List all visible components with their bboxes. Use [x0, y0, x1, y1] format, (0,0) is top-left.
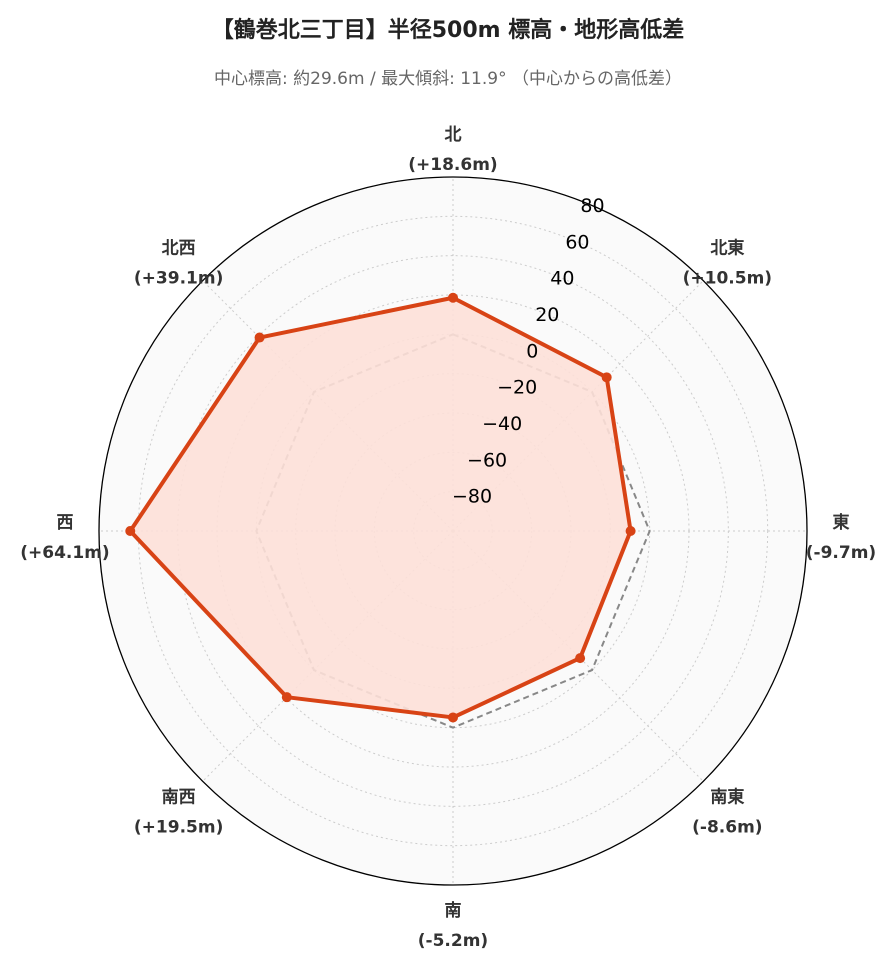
direction-label: 南西 — [162, 786, 196, 807]
radial-tick-label: 20 — [535, 304, 559, 326]
data-point — [448, 712, 458, 723]
radial-tick-label: −20 — [497, 377, 537, 399]
radial-tick-label: 60 — [565, 231, 589, 253]
direction-delta-label: (+18.6m) — [408, 155, 497, 175]
chart-title: 【鶴巻北三丁目】半径500m 標高・地形高低差 — [211, 18, 685, 43]
radial-tick-label: −40 — [482, 413, 522, 435]
direction-label: 北 — [445, 125, 462, 145]
direction-delta-label: (+64.1m) — [20, 543, 109, 563]
direction-delta-label: (-9.7m) — [806, 543, 876, 563]
direction-label: 東 — [833, 512, 850, 533]
radial-tick-label: 0 — [526, 340, 538, 362]
radial-tick-label: −60 — [467, 449, 507, 471]
data-point — [281, 692, 292, 703]
outer-frame — [98, 176, 808, 886]
data-point — [254, 332, 265, 343]
direction-delta-label: (+19.5m) — [134, 817, 223, 837]
radial-tick-label: −80 — [452, 486, 492, 508]
direction-label: 西 — [57, 513, 74, 533]
series-fill — [130, 297, 631, 718]
data-point — [125, 526, 136, 536]
radial-tick-label: 80 — [580, 195, 604, 217]
direction-delta-label: (-8.6m) — [692, 817, 762, 837]
direction-label: 南 — [445, 900, 462, 921]
direction-label: 北西 — [162, 239, 196, 259]
grid-ring — [137, 215, 769, 847]
direction-label: 南東 — [710, 786, 744, 807]
direction-delta-label: (+10.5m) — [683, 269, 772, 289]
radial-tick-label: 40 — [550, 268, 574, 290]
chart-subtitle: 中心標高: 約29.6m / 最大傾斜: 11.9° （中心からの高低差） — [214, 69, 682, 89]
data-point — [601, 372, 612, 383]
direction-label: 北東 — [710, 238, 744, 259]
data-point — [448, 292, 458, 303]
data-point — [575, 653, 586, 664]
data-point — [625, 526, 636, 536]
direction-delta-label: (-5.2m) — [418, 931, 488, 951]
direction-delta-label: (+39.1m) — [134, 269, 223, 289]
